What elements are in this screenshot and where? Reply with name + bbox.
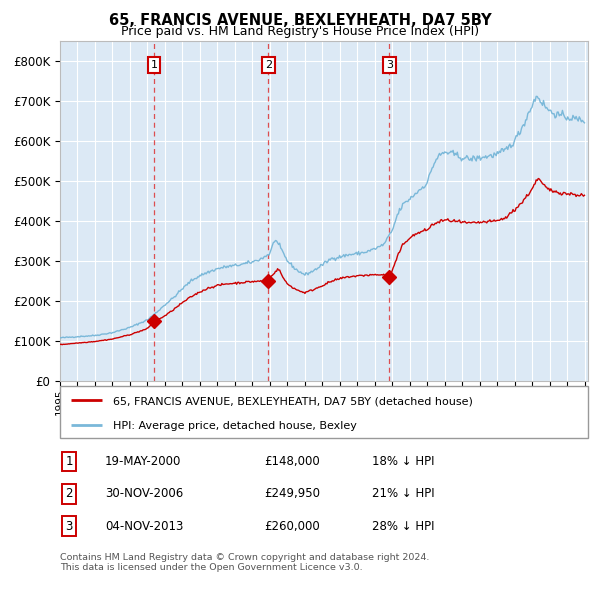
Text: 65, FRANCIS AVENUE, BEXLEYHEATH, DA7 5BY: 65, FRANCIS AVENUE, BEXLEYHEATH, DA7 5BY	[109, 13, 491, 28]
Text: 2: 2	[65, 487, 73, 500]
Text: 65, FRANCIS AVENUE, BEXLEYHEATH, DA7 5BY (detached house): 65, FRANCIS AVENUE, BEXLEYHEATH, DA7 5BY…	[113, 396, 473, 407]
Text: This data is licensed under the Open Government Licence v3.0.: This data is licensed under the Open Gov…	[60, 563, 362, 572]
Text: 1: 1	[65, 455, 73, 468]
Text: Price paid vs. HM Land Registry's House Price Index (HPI): Price paid vs. HM Land Registry's House …	[121, 25, 479, 38]
Text: £260,000: £260,000	[264, 520, 320, 533]
Text: 3: 3	[386, 60, 393, 70]
Text: HPI: Average price, detached house, Bexley: HPI: Average price, detached house, Bexl…	[113, 421, 356, 431]
Text: £249,950: £249,950	[264, 487, 320, 500]
Text: 30-NOV-2006: 30-NOV-2006	[105, 487, 183, 500]
Text: Contains HM Land Registry data © Crown copyright and database right 2024.: Contains HM Land Registry data © Crown c…	[60, 553, 430, 562]
Text: 19-MAY-2000: 19-MAY-2000	[105, 455, 181, 468]
Text: 18% ↓ HPI: 18% ↓ HPI	[372, 455, 434, 468]
Text: 3: 3	[65, 520, 73, 533]
Text: 28% ↓ HPI: 28% ↓ HPI	[372, 520, 434, 533]
Text: 1: 1	[151, 60, 158, 70]
Text: 2: 2	[265, 60, 272, 70]
Text: 04-NOV-2013: 04-NOV-2013	[105, 520, 184, 533]
Text: £148,000: £148,000	[264, 455, 320, 468]
FancyBboxPatch shape	[60, 386, 588, 438]
Text: 21% ↓ HPI: 21% ↓ HPI	[372, 487, 434, 500]
